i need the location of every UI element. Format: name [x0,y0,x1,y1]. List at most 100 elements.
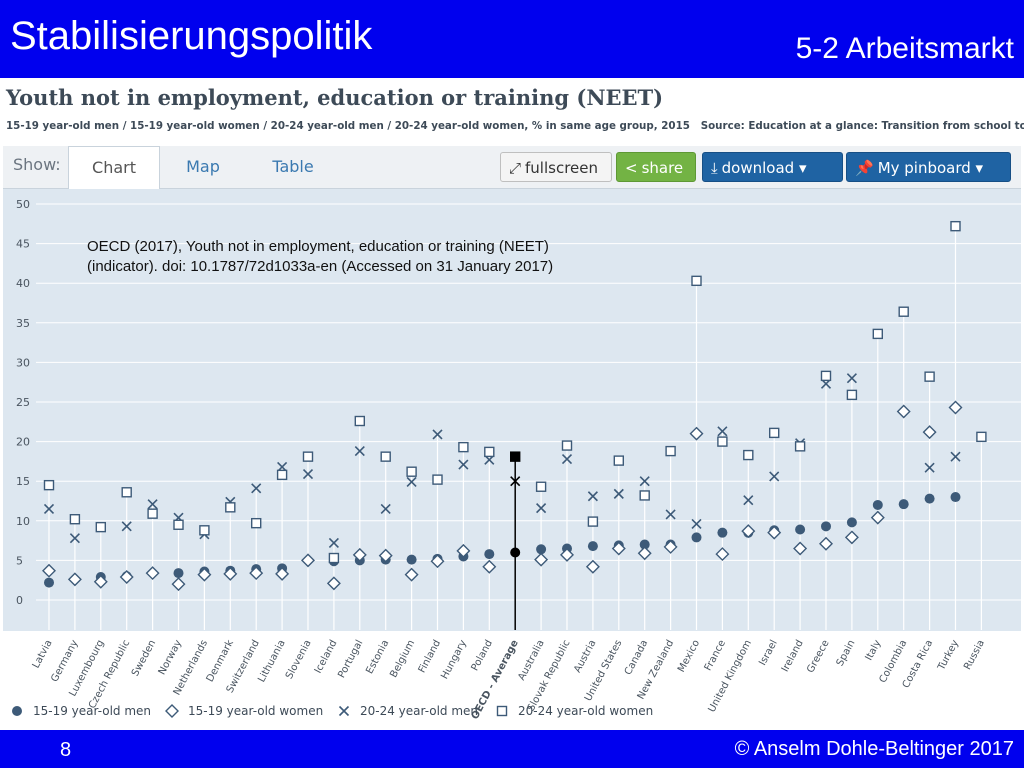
data-point-square [665,445,676,457]
figure-source: Source: Education at a glance: Transitio… [700,120,1024,132]
legend-label: 20-24 year-old women [518,704,653,718]
data-point-square [354,415,365,427]
data-point-diamond [534,552,549,567]
page-number: 8 [60,739,72,761]
citation-note: OECD (2017), Youth not in employment, ed… [87,237,687,277]
data-point-diamond [611,541,626,556]
data-point-square [691,275,702,287]
legend-label: 15-19 year-old women [188,704,323,718]
data-point-circle [821,521,831,532]
legend-marker [165,704,179,718]
citation-line-2: (indicator). doi: 10.1787/72d1033a-en (A… [87,258,554,275]
download-label: download ▾ [721,159,807,177]
data-point-x [587,491,598,502]
data-point-x [536,503,547,514]
y-tick-label: 5 [16,554,23,567]
data-point-square [276,469,288,481]
toolbar: Show: Chart Map Table ⤢ fullscreen < share… [3,146,1021,190]
share-icon: < [625,159,638,177]
share-button[interactable]: < share [616,152,696,182]
legend-label: 20-24 year-old men [360,704,478,718]
y-tick-label: 50 [16,198,30,211]
neet-chart: 05101520253035404550LatviaGermanyLuxembo… [12,198,1021,721]
data-point-x [251,483,262,494]
data-point-diamond [223,566,238,581]
tab-table[interactable]: Table [272,157,314,176]
data-point-square [121,487,132,498]
data-point-diamond [715,547,730,562]
legend-marker [12,706,22,716]
data-point-x [691,518,702,530]
y-tick-label: 15 [16,475,30,488]
pinboard-label: My pinboard ▾ [877,159,984,177]
x-tick-label: Italy [864,638,884,662]
data-point-x [147,499,158,510]
data-point-diamond [378,548,393,563]
download-icon: ⤓ [711,159,718,177]
data-point-diamond [197,567,212,582]
data-point-x [950,451,961,462]
y-tick-label: 45 [16,238,30,251]
fullscreen-button[interactable]: ⤢ fullscreen [500,152,612,182]
data-point-x [354,446,365,457]
data-point-x [328,537,339,549]
x-tick-label: Hungary [439,638,469,681]
data-point-diamond [326,576,341,591]
data-point-square [613,455,624,466]
data-point-x [380,503,391,514]
data-point-square [976,431,987,443]
data-point-diamond [896,404,911,419]
data-point-circle [406,554,417,565]
x-tick-label: Latvia [31,638,55,670]
x-tick-label: Iceland [313,638,340,675]
data-point-square [950,220,961,232]
share-label: share [641,159,684,177]
data-point-diamond [275,566,290,581]
data-point-diamond [301,553,315,568]
data-point-square [846,389,858,401]
data-point-circle [795,524,806,535]
data-point-diamond [767,525,782,540]
y-tick-label: 0 [16,594,23,607]
data-point-x [302,469,314,480]
data-point-circle [846,517,857,528]
data-point-x [458,459,469,470]
data-point-square [510,451,521,462]
data-point-diamond [249,566,264,581]
y-tick-label: 25 [16,396,30,409]
data-point-square [147,508,158,519]
data-point-square [43,479,55,491]
figure-title: Youth not in employment, education or tr… [6,85,664,110]
data-point-diamond [67,572,82,587]
fullscreen-icon: ⤢ [509,159,522,177]
data-point-square [794,441,806,452]
data-point-diamond [741,524,756,539]
data-point-diamond [922,425,937,440]
data-point-square [95,521,107,533]
data-point-diamond [560,547,574,562]
data-point-diamond [793,541,808,556]
data-point-square [199,525,210,536]
data-point-square [69,514,81,525]
legend-label: 15-19 year-old men [33,704,151,718]
tab-chart[interactable]: Chart [68,146,160,190]
data-point-circle [924,493,935,504]
data-point-square [898,306,909,317]
y-tick-label: 35 [16,317,30,330]
pinboard-button[interactable]: 📌 My pinboard ▾ [846,152,1011,182]
fullscreen-label: fullscreen [525,159,599,177]
data-point-diamond [482,559,497,574]
data-point-square [743,449,754,461]
data-point-x [43,503,55,514]
data-point-diamond [430,554,445,569]
x-tick-label: Canada [623,638,651,677]
x-tick-label: Turkey [936,638,961,673]
figure-subtitle-text: 15-19 year-old men / 15-19 year-old wome… [6,120,690,132]
copyright: © Anselm Dohle-Beltinger 2017 [734,738,1014,760]
data-point-diamond [948,400,963,415]
data-point-square [225,502,236,513]
data-point-square [535,481,547,492]
download-button[interactable]: ⤓ download ▾ [702,152,843,182]
data-point-diamond [42,563,56,578]
tab-map[interactable]: Map [186,157,220,176]
